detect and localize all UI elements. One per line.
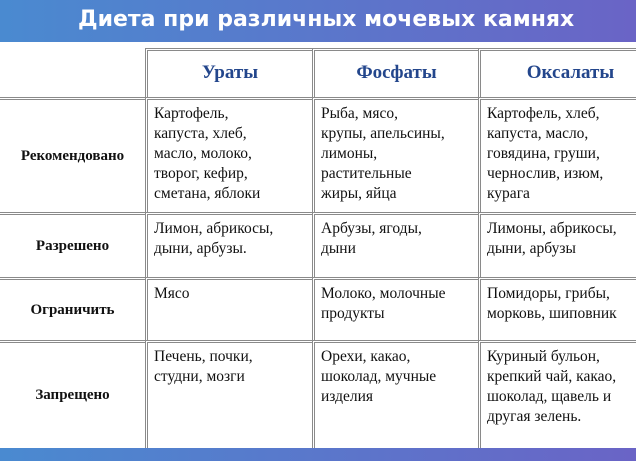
cell-line: лимоны, (321, 145, 378, 162)
cell-line: продукты (321, 305, 385, 322)
cell-line: изделия (321, 388, 374, 405)
row-label: Рекомендовано (0, 97, 148, 215)
column-header: Ураты (145, 48, 315, 100)
table-cell: Лимон, абрикосы, дыни, арбузы. (145, 212, 315, 280)
cell-line: Мясо (154, 285, 190, 302)
row-label: Запрещено (0, 340, 148, 451)
cell-line: Картофель, хлеб, (487, 105, 600, 122)
cell-line: Арбузы, ягоды, (321, 220, 422, 237)
column-header: Оксалаты (478, 48, 636, 100)
cell-line: курага (487, 185, 530, 202)
cell-line: морковь, шиповник (487, 305, 617, 322)
cell-line: творог, кефир, (154, 165, 248, 182)
cell-line: Куриный бульон, (487, 348, 600, 365)
table-cell: Картофель, хлеб, капуста, масло, говядина,… (478, 97, 636, 215)
cell-line: растительные (321, 165, 412, 182)
cell-line: Лимон, абрикосы, (154, 220, 274, 237)
cell-line: Картофель, (154, 105, 229, 122)
cell-line: Молоко, молочные (321, 285, 446, 302)
table-cell: Куриный бульон, крепкий чай, какао, шокола… (478, 340, 636, 451)
cell-line: дыни (321, 240, 356, 257)
cell-line: Помидоры, грибы, (487, 285, 610, 302)
cell-line: Лимоны, абрикосы, (487, 220, 617, 237)
table-cell: Картофель, капуста, хлеб, масло, молоко, тв… (145, 97, 315, 215)
cell-line: Рыба, мясо, (321, 105, 398, 122)
cell-line: другая зелень. (487, 408, 582, 425)
cell-line: дыни, арбузы (487, 240, 576, 257)
table-cell: Мясо (145, 277, 315, 343)
cell-line: сметана, яблоки (154, 185, 261, 202)
row-label: Разрешено (0, 212, 148, 280)
column-header: Фосфаты (312, 48, 481, 100)
table-cell: Арбузы, ягоды, дыни (312, 212, 481, 280)
footer-bar (0, 448, 636, 461)
cell-line: капуста, масло, (487, 125, 589, 142)
cell-line: жиры, яйца (321, 185, 397, 202)
table-cell: Печень, почки, студни, мозги (145, 340, 315, 451)
table-cell: Молоко, молочные продукты (312, 277, 481, 343)
table-cell: Рыба, мясо, крупы, апельсины, лимоны, расти… (312, 97, 481, 215)
cell-line: масло, молоко, (154, 145, 252, 162)
cell-line: чернослив, изюм, (487, 165, 604, 182)
cell-line: шоколад, мучные (321, 368, 437, 385)
row-label: Ограничить (0, 277, 148, 343)
table-cell: Лимоны, абрикосы, дыни, арбузы (478, 212, 636, 280)
cell-line: студни, мозги (154, 368, 245, 385)
title-bar: Диета при различных мочевых камнях (0, 0, 636, 42)
table-cell: Орехи, какао, шоколад, мучные изделия (312, 340, 481, 451)
cell-line: крупы, апельсины, (321, 125, 445, 142)
cell-line: говядина, груши, (487, 145, 600, 162)
cell-line: крепкий чай, какао, (487, 368, 617, 385)
cell-line: капуста, хлеб, (154, 125, 247, 142)
cell-line: шоколад, щавель и (487, 388, 612, 405)
cell-line: Печень, почки, (154, 348, 253, 365)
cell-line: дыни, арбузы. (154, 240, 247, 257)
cell-line: Орехи, какао, (321, 348, 411, 365)
table-cell: Помидоры, грибы, морковь, шиповник (478, 277, 636, 343)
